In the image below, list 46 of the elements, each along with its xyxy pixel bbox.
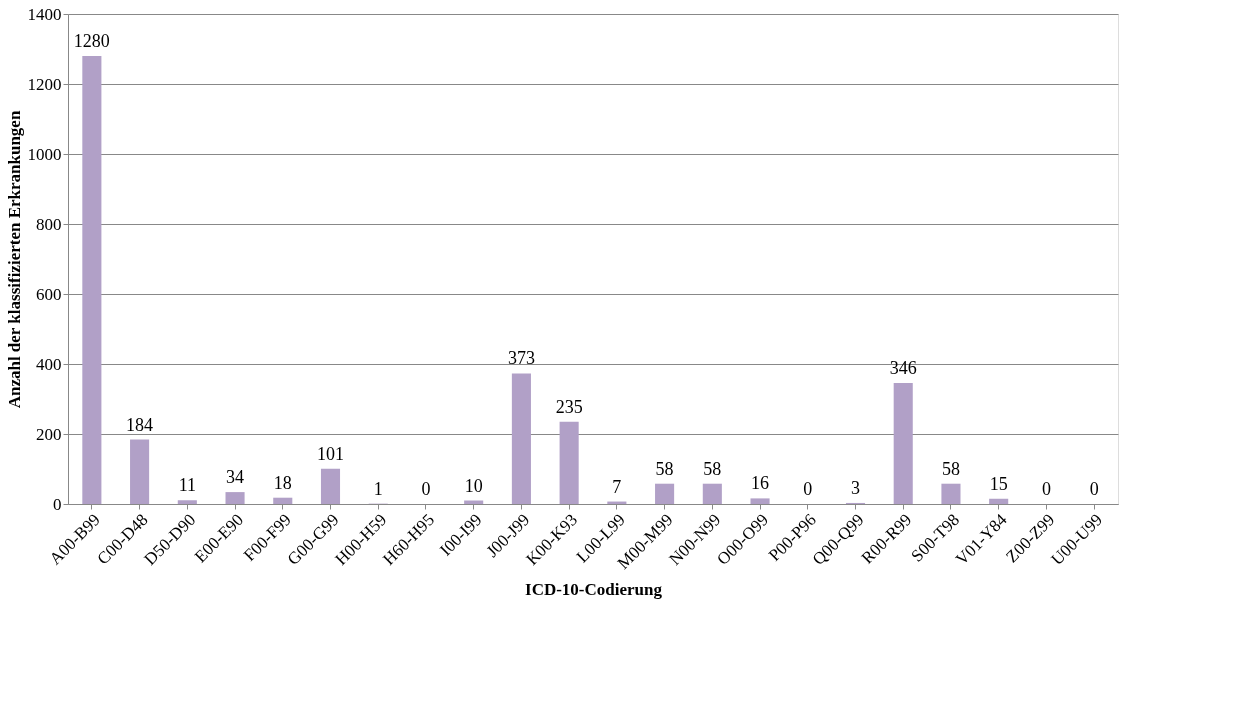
data-label: 10	[464, 475, 483, 496]
data-label: 0	[803, 479, 813, 499]
data-label: 101	[317, 443, 344, 464]
bar	[893, 382, 913, 504]
y-axis-title: Anzahl der klassifizierten Erkrankungen	[4, 110, 24, 409]
data-label: 58	[703, 458, 722, 479]
y-tick-label: 1200	[27, 74, 62, 94]
y-tick-label: 600	[36, 284, 62, 304]
data-label: 58	[941, 458, 960, 479]
data-label: 1280	[73, 31, 110, 51]
bar	[82, 56, 102, 504]
y-tick-label: 200	[36, 424, 62, 444]
bar	[225, 492, 245, 504]
bar	[702, 483, 722, 504]
bar	[320, 468, 341, 504]
bar	[941, 483, 961, 504]
data-label: 184	[126, 414, 154, 435]
data-label: 235	[555, 396, 583, 417]
x-axis-title: ICD-10-Codierung	[525, 580, 663, 600]
data-label: 58	[655, 458, 674, 479]
y-tick-label: 800	[36, 214, 62, 234]
data-label: 0	[1041, 479, 1051, 499]
data-label: 15	[989, 473, 1008, 494]
data-label: 34	[226, 467, 245, 488]
bar	[989, 498, 1009, 504]
data-label: 3	[851, 477, 860, 498]
bar	[655, 483, 675, 504]
data-label: 1	[373, 478, 383, 499]
y-tick-label: 1400	[27, 4, 62, 24]
bar	[177, 500, 197, 504]
data-label: 0	[1089, 479, 1099, 499]
data-label: 18	[273, 472, 292, 493]
data-label: 7	[612, 476, 622, 497]
y-tick-label: 0	[53, 494, 62, 514]
data-label: 0	[421, 479, 431, 499]
bar	[130, 439, 150, 504]
data-label: 16	[751, 473, 770, 494]
data-label: 11	[178, 475, 196, 496]
data-label: 373	[507, 348, 535, 369]
data-label: 346	[889, 357, 917, 378]
bar	[559, 421, 579, 504]
y-tick-label: 1000	[27, 144, 62, 164]
bar	[511, 373, 531, 504]
bar	[273, 497, 293, 504]
bar	[750, 498, 770, 504]
y-tick-label: 400	[36, 354, 62, 374]
